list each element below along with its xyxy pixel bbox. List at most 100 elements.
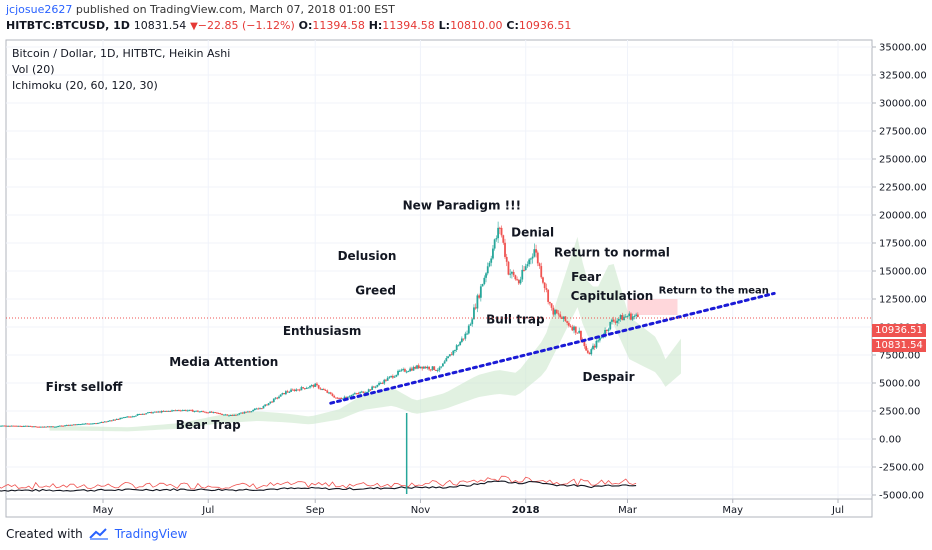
candle-body bbox=[217, 413, 220, 415]
candle-body bbox=[333, 395, 336, 398]
candle-body bbox=[36, 426, 39, 428]
candle-body bbox=[597, 340, 600, 342]
price-tag-close: 10936.51 bbox=[872, 324, 926, 337]
candle-body bbox=[181, 410, 184, 412]
candle-body bbox=[312, 385, 315, 387]
candle-body bbox=[140, 413, 142, 415]
candle-body bbox=[569, 325, 572, 327]
candle-body bbox=[52, 426, 54, 428]
candle-body bbox=[336, 397, 339, 399]
candle-body bbox=[305, 388, 308, 390]
candle-body bbox=[479, 286, 482, 298]
candle-body bbox=[447, 356, 449, 359]
author-link[interactable]: jcjosue2627 bbox=[6, 3, 73, 16]
price-axis: 35000.00 32500.00 30000.00 27500.00 25000.00… bbox=[872, 43, 927, 502]
candle-body bbox=[43, 426, 46, 428]
candle-body bbox=[481, 284, 484, 287]
candle-body bbox=[521, 269, 524, 280]
candle-body bbox=[583, 341, 586, 347]
candle-body bbox=[578, 330, 581, 333]
candle-body bbox=[459, 341, 462, 346]
candle-body bbox=[310, 385, 313, 387]
candle-body bbox=[29, 425, 32, 427]
candle-body bbox=[50, 426, 53, 428]
candle-body bbox=[210, 411, 213, 413]
candle-body bbox=[286, 391, 289, 393]
candle-body bbox=[46, 426, 49, 428]
candle-body bbox=[65, 424, 68, 426]
volume-pane bbox=[0, 413, 637, 494]
candle-body bbox=[188, 409, 191, 411]
candle-body bbox=[90, 423, 92, 425]
candle-body bbox=[445, 358, 448, 362]
candle-body bbox=[186, 410, 189, 412]
annotation-label: Despair bbox=[583, 370, 635, 384]
candle-body bbox=[105, 421, 108, 423]
candle-body bbox=[283, 393, 286, 395]
candle-body bbox=[207, 412, 210, 414]
candle-body bbox=[374, 386, 377, 388]
candle-body bbox=[272, 398, 275, 402]
candle-body bbox=[14, 425, 16, 427]
candle-body bbox=[630, 313, 632, 320]
candle-body bbox=[492, 248, 494, 259]
candle-body bbox=[269, 401, 272, 404]
candle-body bbox=[247, 411, 249, 413]
candle-body bbox=[410, 368, 413, 371]
candle-body bbox=[134, 415, 137, 417]
candle-body bbox=[41, 426, 44, 428]
candle-body bbox=[633, 315, 636, 317]
x-tick-label: 2018 bbox=[512, 505, 540, 516]
candle-body bbox=[345, 396, 348, 398]
candle-body bbox=[438, 367, 441, 371]
candle-body bbox=[184, 409, 187, 411]
candle-body bbox=[148, 412, 151, 414]
candle-body bbox=[33, 426, 35, 428]
candle-body bbox=[328, 392, 330, 394]
candle-body bbox=[100, 422, 103, 424]
candle-body bbox=[153, 411, 156, 413]
candle-body bbox=[617, 319, 620, 321]
candle-body bbox=[0, 425, 3, 427]
candles bbox=[0, 221, 639, 428]
candle-body bbox=[376, 384, 379, 387]
candle-body bbox=[381, 382, 384, 384]
candle-body bbox=[145, 413, 148, 415]
candle-body bbox=[252, 409, 255, 412]
candle-body bbox=[519, 279, 522, 284]
candle-body bbox=[127, 416, 130, 418]
x-tick-label: May bbox=[93, 505, 114, 516]
candle-body bbox=[526, 264, 529, 267]
candle-body bbox=[31, 426, 34, 428]
candle-body bbox=[129, 416, 132, 418]
footer: Created with TradingView bbox=[6, 527, 187, 541]
candle-body bbox=[331, 393, 334, 396]
tradingview-link[interactable]: TradingView bbox=[114, 527, 188, 541]
candle-body bbox=[460, 338, 463, 342]
candle-body bbox=[485, 273, 487, 278]
annotation-label: Capitulation bbox=[571, 289, 654, 303]
candle-body bbox=[159, 411, 161, 413]
candle-body bbox=[343, 396, 346, 399]
candle-body bbox=[288, 391, 291, 393]
candle-body bbox=[429, 369, 432, 371]
candle-body bbox=[133, 416, 135, 418]
candle-body bbox=[22, 425, 25, 427]
candle-body bbox=[260, 408, 263, 410]
candle-body bbox=[455, 345, 458, 351]
x-tick-label: Sep bbox=[306, 505, 325, 516]
candle-body bbox=[196, 410, 199, 412]
candle-body bbox=[457, 345, 460, 347]
candle-body bbox=[243, 411, 246, 414]
candle-body bbox=[357, 393, 360, 395]
annotation-label: Media Attention bbox=[169, 355, 278, 369]
candle-body bbox=[67, 424, 70, 426]
candle-body bbox=[79, 424, 82, 426]
candle-body bbox=[214, 412, 217, 414]
candle-body bbox=[302, 387, 305, 389]
candle-body bbox=[57, 426, 60, 428]
candle-body bbox=[303, 388, 306, 390]
candle-body bbox=[412, 366, 415, 371]
candle-body bbox=[160, 410, 163, 413]
